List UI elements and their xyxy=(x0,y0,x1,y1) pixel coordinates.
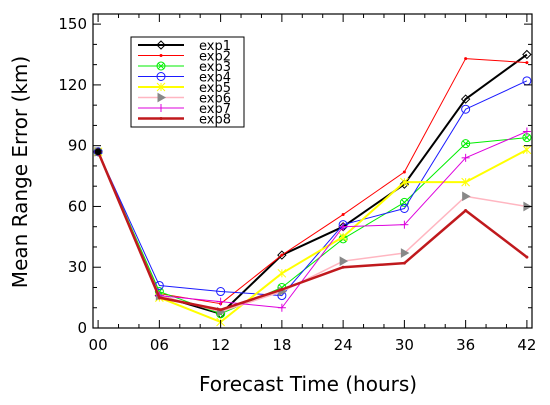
data-point-exp7-30 xyxy=(400,220,409,229)
data-point-exp8-24 xyxy=(341,265,345,269)
data-point-exp5-18 xyxy=(277,268,287,278)
legend-marker xyxy=(156,72,166,81)
series-exp8 xyxy=(96,150,529,312)
legend-marker xyxy=(156,82,166,92)
data-point-exp2-30 xyxy=(402,170,406,174)
x-axis-label: Forecast Time (hours) xyxy=(199,372,417,396)
legend-entry-exp6: exp6 xyxy=(138,92,231,107)
data-point-exp2-36 xyxy=(464,57,468,61)
series-line-exp5 xyxy=(97,148,528,323)
data-point-exp6-36 xyxy=(462,191,471,202)
legend-entry-exp7: exp7 xyxy=(138,102,231,117)
x-tick-label: 42 xyxy=(517,336,536,354)
data-point-exp7-42 xyxy=(522,127,531,136)
data-point-exp8-36 xyxy=(464,209,468,213)
x-tick-label: 00 xyxy=(89,336,108,354)
plot-layer xyxy=(93,49,532,327)
data-point-exp2-24 xyxy=(341,213,345,217)
series-line-exp3 xyxy=(97,137,527,315)
data-point-exp3-36 xyxy=(461,139,471,149)
data-point-exp1-42 xyxy=(522,49,532,60)
data-point-exp5-30 xyxy=(400,177,409,187)
series-line-exp8 xyxy=(96,151,528,312)
data-point-exp3-30 xyxy=(399,197,409,207)
legend-marker xyxy=(159,117,163,120)
data-point-exp8-12 xyxy=(219,308,223,312)
data-point-exp8-18 xyxy=(280,288,284,292)
data-point-exp6-30 xyxy=(400,248,410,258)
y-tick-label: 0 xyxy=(77,319,87,337)
legend-entry-exp1: exp1 xyxy=(138,39,231,54)
legend-box xyxy=(130,36,245,128)
series-line-exp7 xyxy=(97,131,528,309)
axes-layer: 00 06 12 18 24 30 36 42 0 30 60 90 120 150 xyxy=(58,13,536,354)
data-point-exp6-24 xyxy=(339,256,349,267)
legend-label: exp3 xyxy=(199,60,231,75)
data-point-exp1-36 xyxy=(460,94,471,104)
data-point-exp5-36 xyxy=(461,177,470,187)
series-line-exp6 xyxy=(97,151,528,313)
data-point-exp7-12 xyxy=(216,297,225,306)
legend-entry-exp8: exp8 xyxy=(138,113,231,128)
y-tick-label: 150 xyxy=(58,15,87,33)
data-point-exp8-30 xyxy=(402,261,406,265)
x-tick-label: 24 xyxy=(334,336,353,354)
data-point-exp2-18 xyxy=(280,253,284,257)
data-point-exp4-36 xyxy=(461,104,471,114)
legend-marker xyxy=(156,61,166,71)
data-point-exp7-18 xyxy=(277,303,286,312)
y-tick-label: 60 xyxy=(68,197,87,215)
data-point-exp5-42 xyxy=(522,145,532,155)
series-exp4 xyxy=(93,76,532,301)
y-axis-label: Mean Range Error (km) xyxy=(8,56,32,288)
x-tick-label: 18 xyxy=(272,336,291,354)
legend-entry-exp4: exp4 xyxy=(138,71,231,86)
y-tick-label: 30 xyxy=(68,258,87,276)
data-point-exp5-24 xyxy=(338,232,348,242)
y-tick-label: 90 xyxy=(68,137,87,155)
plot-frame xyxy=(92,13,533,329)
legend-label: exp8 xyxy=(199,113,231,128)
legend-label: exp6 xyxy=(199,92,231,107)
x-tick-label: 30 xyxy=(395,336,414,354)
x-tick-label: 36 xyxy=(456,336,475,354)
legend-entry-exp5: exp5 xyxy=(138,81,231,96)
y-tick-label: 120 xyxy=(58,76,87,94)
data-point-exp8-42 xyxy=(525,255,529,259)
data-point-exp2-42 xyxy=(525,61,529,65)
series-line-exp4 xyxy=(97,80,528,297)
data-point-exp7-36 xyxy=(461,153,470,162)
legend-marker xyxy=(157,104,165,112)
legend-marker xyxy=(157,92,167,103)
legend-marker xyxy=(156,40,166,50)
x-tick-label: 12 xyxy=(211,336,230,354)
start-point-marker xyxy=(94,148,102,156)
data-point-exp4-12 xyxy=(216,287,226,297)
legend-entry-exp2: exp2 xyxy=(138,50,231,65)
legend-marker xyxy=(159,54,163,57)
series-exp7 xyxy=(94,127,531,312)
data-point-exp7-24 xyxy=(339,222,348,231)
legend-label: exp5 xyxy=(199,81,231,96)
legend-label: exp7 xyxy=(199,102,231,117)
legend-entry-exp3: exp3 xyxy=(138,60,231,75)
data-point-exp8-06 xyxy=(157,296,161,300)
legend-label: exp2 xyxy=(199,50,231,65)
x-tick-label: 06 xyxy=(150,336,169,354)
data-point-exp4-30 xyxy=(399,203,409,213)
legend-label: exp1 xyxy=(199,39,231,54)
legend-label: exp4 xyxy=(199,71,231,86)
